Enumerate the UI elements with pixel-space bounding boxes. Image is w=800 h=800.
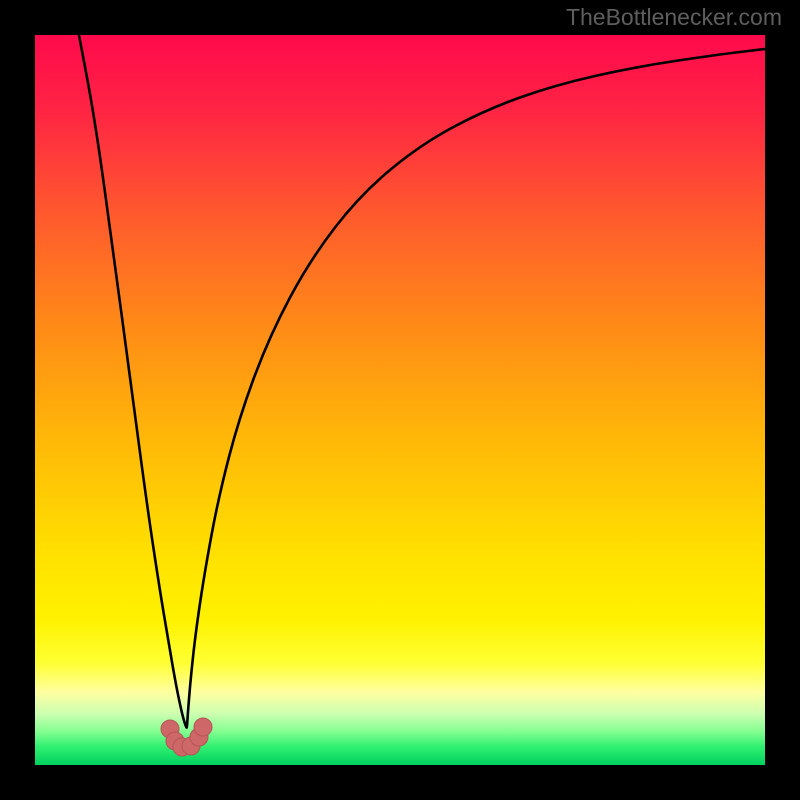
bottleneck-curve (79, 35, 765, 728)
curve-marker (194, 718, 212, 736)
chart-frame: TheBottlenecker.com (0, 0, 800, 800)
marker-group (161, 718, 212, 756)
curve-marker (190, 728, 208, 746)
plot-svg (35, 35, 765, 765)
curve-marker (166, 732, 184, 750)
watermark-text: TheBottlenecker.com (566, 4, 782, 31)
curve-marker (161, 720, 179, 738)
plot-area (35, 35, 765, 765)
curve-marker (182, 737, 200, 755)
curve-marker (173, 738, 191, 756)
